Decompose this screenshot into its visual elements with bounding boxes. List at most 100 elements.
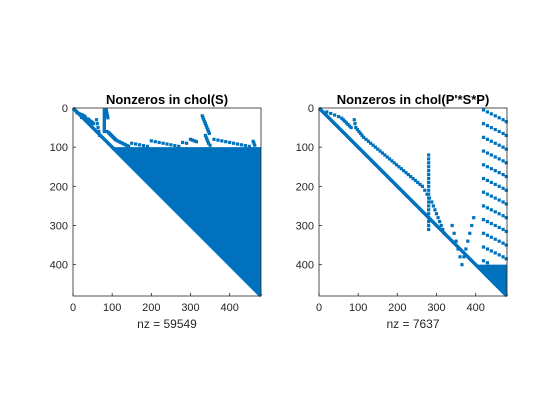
nonzero-mark bbox=[397, 165, 401, 169]
nonzero-mark bbox=[102, 118, 106, 122]
nonzero-mark bbox=[102, 114, 106, 118]
nonzero-mark bbox=[501, 200, 505, 204]
y-tick-label: 0 bbox=[308, 103, 314, 115]
nonzero-mark bbox=[141, 144, 146, 148]
y-tick-label: 400 bbox=[50, 260, 68, 272]
nonzero-mark bbox=[504, 133, 508, 138]
x-tick-label: 400 bbox=[220, 302, 238, 314]
nonzero-mark bbox=[489, 194, 493, 198]
nonzero-mark bbox=[380, 151, 385, 155]
nonzero-mark bbox=[231, 141, 236, 145]
nonzero-mark bbox=[504, 216, 508, 220]
nonzero-mark bbox=[504, 229, 508, 233]
nonzero-mark bbox=[383, 153, 387, 157]
nonzero-mark bbox=[127, 144, 131, 148]
nonzero-mark bbox=[203, 133, 207, 138]
nonzero-mark bbox=[411, 176, 415, 181]
nonzero-mark bbox=[501, 118, 505, 122]
nonzero-mark bbox=[489, 235, 493, 239]
nonzero-mark bbox=[102, 127, 106, 132]
nonzero-mark bbox=[497, 212, 501, 216]
x-tick-label: 100 bbox=[349, 302, 367, 314]
nonzero-mark bbox=[83, 116, 88, 120]
nonzero-mark bbox=[102, 112, 106, 116]
nonzero-mark bbox=[493, 196, 497, 200]
nonzero-mark bbox=[216, 138, 220, 142]
nonzero-mark bbox=[98, 133, 102, 138]
nonzero-mark bbox=[247, 144, 251, 148]
nonzero-mark bbox=[504, 120, 508, 124]
nonzero-mark bbox=[224, 140, 228, 144]
nonzero-mark bbox=[427, 223, 431, 228]
x-tick-label: 200 bbox=[142, 302, 160, 314]
nonzero-mark bbox=[497, 198, 501, 202]
nonzero-mark bbox=[485, 124, 490, 128]
nonzero-mark bbox=[149, 139, 153, 143]
nonzero-mark bbox=[489, 221, 493, 226]
nonzero-mark bbox=[161, 141, 165, 145]
plot-title: Nonzeros in chol(S) bbox=[106, 92, 228, 107]
nonzero-mark bbox=[450, 223, 454, 228]
nonzero-mark bbox=[481, 149, 486, 153]
plot-title: Nonzeros in chol(P'*S*P) bbox=[337, 92, 490, 107]
x-tick-label: 0 bbox=[70, 302, 76, 314]
nonzero-mark bbox=[497, 225, 501, 230]
nonzero-mark bbox=[427, 204, 431, 208]
nonzero-mark bbox=[493, 127, 497, 132]
nonzero-mark bbox=[501, 145, 505, 149]
nonzero-mark bbox=[462, 255, 466, 259]
nonzero-mark bbox=[206, 141, 211, 145]
nonzero-mark bbox=[362, 135, 366, 139]
nonzero-mark bbox=[102, 108, 106, 112]
nonzero-mark bbox=[336, 115, 341, 119]
nonzero-mark bbox=[354, 125, 358, 130]
nonzero-mark bbox=[394, 163, 399, 167]
nonzero-mark bbox=[373, 145, 377, 149]
nonzero-mark bbox=[406, 172, 410, 177]
nonzero-mark bbox=[501, 172, 505, 177]
nonzero-mark bbox=[481, 122, 486, 126]
spy-plot-chol-s: Nonzeros in chol(S) 0 100 200 300 400 0 100 20… bbox=[50, 92, 263, 331]
nonzero-mark bbox=[439, 223, 443, 228]
nonzero-mark bbox=[349, 125, 353, 130]
nonzero-mark bbox=[501, 255, 505, 259]
nonzero-mark bbox=[493, 210, 497, 214]
nonzero-mark bbox=[427, 219, 431, 224]
nonzero-mark bbox=[427, 192, 431, 196]
nonzero-mark bbox=[333, 113, 337, 117]
y-tick-label: 100 bbox=[296, 142, 314, 154]
nonzero-mark bbox=[251, 139, 255, 143]
nonzero-mark bbox=[452, 231, 456, 235]
nonzero-mark bbox=[493, 155, 497, 159]
nonzero-mark bbox=[434, 212, 439, 216]
nonzero-mark bbox=[497, 253, 501, 257]
nonzero-mark bbox=[430, 200, 434, 204]
nonzero-mark bbox=[102, 116, 106, 120]
nonzero-mark bbox=[239, 143, 244, 147]
nonzero-mark bbox=[485, 247, 490, 251]
x-axis-label: nz = 7637 bbox=[386, 317, 439, 331]
nonzero-mark bbox=[358, 131, 363, 136]
nonzero-mark bbox=[501, 241, 505, 245]
nonzero-mark bbox=[456, 247, 460, 251]
nonzero-mark bbox=[433, 208, 437, 212]
x-tick-label: 200 bbox=[388, 302, 406, 314]
nonzero-mark bbox=[489, 112, 493, 116]
y-tick-label: 0 bbox=[62, 103, 68, 115]
nonzero-mark bbox=[102, 110, 106, 114]
nonzero-mark bbox=[145, 144, 150, 148]
nonzero-mark bbox=[177, 144, 181, 148]
nonzero-mark bbox=[228, 140, 232, 145]
nonzero-mark bbox=[427, 172, 431, 177]
nonzero-mark bbox=[481, 231, 486, 235]
nonzero-mark bbox=[504, 174, 508, 179]
nonzero-mark bbox=[497, 239, 501, 243]
y-ticks: 0 100 200 300 400 bbox=[296, 103, 322, 272]
nonzero-mark bbox=[489, 125, 493, 130]
nonzero-mark bbox=[485, 206, 490, 210]
x-tick-label: 400 bbox=[466, 302, 484, 314]
nonzero-mark bbox=[438, 219, 442, 224]
nonzero-mark bbox=[468, 231, 472, 235]
dense-fill-region bbox=[112, 147, 262, 296]
